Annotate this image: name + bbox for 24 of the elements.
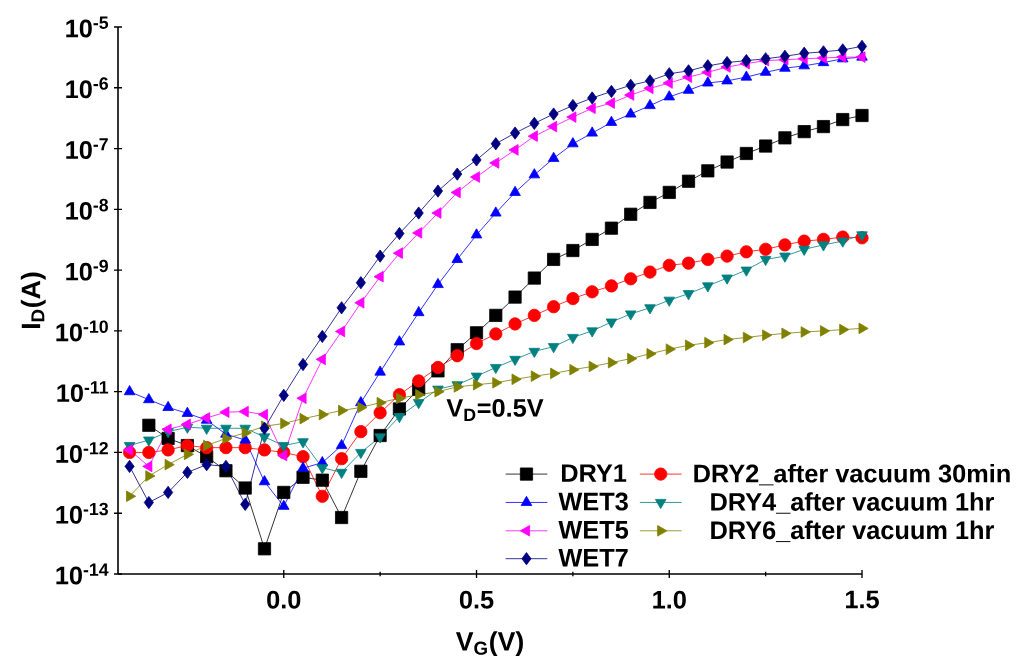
legend-label: DRY1 xyxy=(561,464,627,482)
y-tick-label: 10$^{-10}$ xyxy=(56,320,108,342)
y-tick-label: 10$^{-5}$ xyxy=(66,16,109,38)
x-tick-label: 1.5 xyxy=(845,590,879,609)
legend-label: WET7 xyxy=(558,548,628,567)
x-tick-label: 1.0 xyxy=(653,590,686,609)
y-tick-label: 10$^{-7}$ xyxy=(66,138,108,159)
legend-label: DRY4_after vacuum 1hr xyxy=(711,492,994,514)
x-axis-title: V$_{G}$(V) xyxy=(455,631,523,657)
legend-label: WET3 xyxy=(558,492,628,511)
legend-label: WET5 xyxy=(558,521,629,539)
y-tick-label: 10$^{-13}$ xyxy=(56,502,108,524)
y-tick-label: 10$^{-8}$ xyxy=(66,198,109,220)
y-tick-label: 10$^{-6}$ xyxy=(66,77,108,99)
legend-label: DRY6_after vacuum 1hr xyxy=(711,520,994,543)
annotation: V$_{D}$=0.5V xyxy=(446,398,544,421)
x-tick-label: 0.5 xyxy=(459,590,494,609)
y-tick-label: 10$^{-9}$ xyxy=(66,259,108,281)
y-tick-label: 10$^{-14}$ xyxy=(56,563,109,585)
y-axis-title: I$_{D}$(A) xyxy=(20,272,46,329)
y-tick-label: 10$^{-12}$ xyxy=(56,441,108,463)
y-tick-label: 10$^{-11}$ xyxy=(57,381,109,403)
x-tick-label: 0.0 xyxy=(267,590,301,609)
legend-label: DRY2_after vacuum 30min xyxy=(694,463,1010,486)
